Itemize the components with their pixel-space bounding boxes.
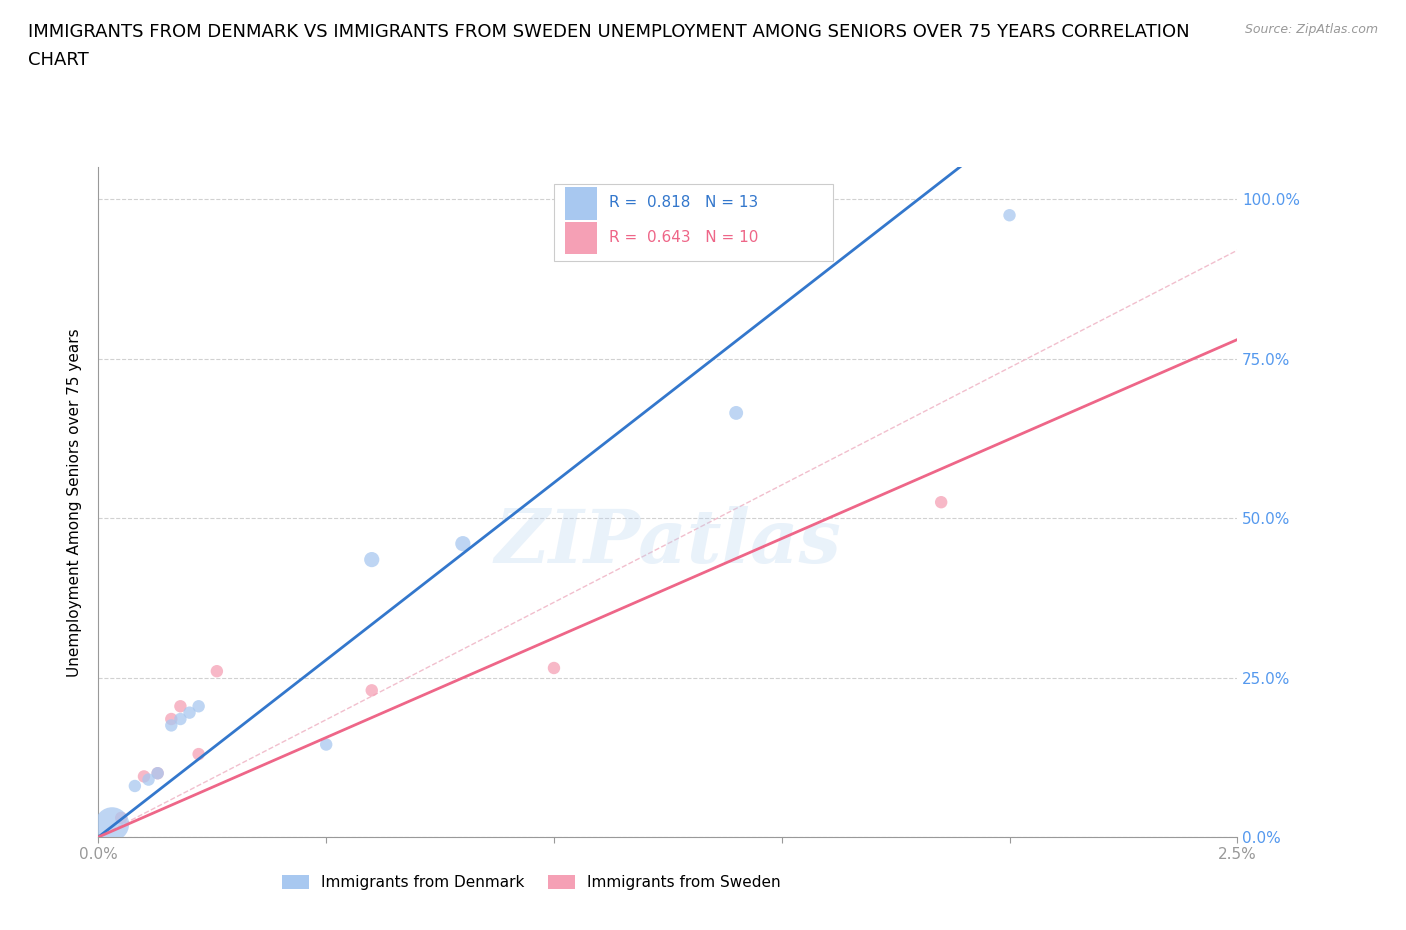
Point [160,718,183,733]
Text: R =  0.643   N = 10: R = 0.643 N = 10 [609,231,758,246]
Point [110,810,132,825]
Bar [565,188,598,219]
Point [360,683,382,698]
FancyBboxPatch shape [554,184,832,261]
Point [138,772,160,787]
Point [929,495,952,510]
Text: ZIPatlas: ZIPatlas [495,506,841,578]
Point [315,737,337,752]
Point [132,769,155,784]
Legend: Immigrants from Denmark, Immigrants from Sweden: Immigrants from Denmark, Immigrants from… [276,869,787,897]
Point [169,698,191,713]
Point [124,778,146,793]
Text: IMMIGRANTS FROM DENMARK VS IMMIGRANTS FROM SWEDEN UNEMPLOYMENT AMONG SENIORS OVE: IMMIGRANTS FROM DENMARK VS IMMIGRANTS FR… [28,23,1189,41]
Point [101,817,124,831]
Point [205,664,228,679]
Point [543,660,565,675]
Point [146,765,169,780]
Point [169,711,191,726]
Point [451,537,474,551]
Point [998,207,1021,222]
Point [725,405,748,420]
Y-axis label: Unemployment Among Seniors over 75 years: Unemployment Among Seniors over 75 years [67,328,83,676]
Point [360,552,382,567]
Text: Source: ZipAtlas.com: Source: ZipAtlas.com [1244,23,1378,36]
Point [146,765,169,780]
Point [187,747,209,762]
Point [187,698,209,713]
Point [179,705,201,720]
Text: R =  0.818   N = 13: R = 0.818 N = 13 [609,195,758,210]
Bar [565,222,598,255]
Point [160,711,183,726]
Text: CHART: CHART [28,51,89,69]
